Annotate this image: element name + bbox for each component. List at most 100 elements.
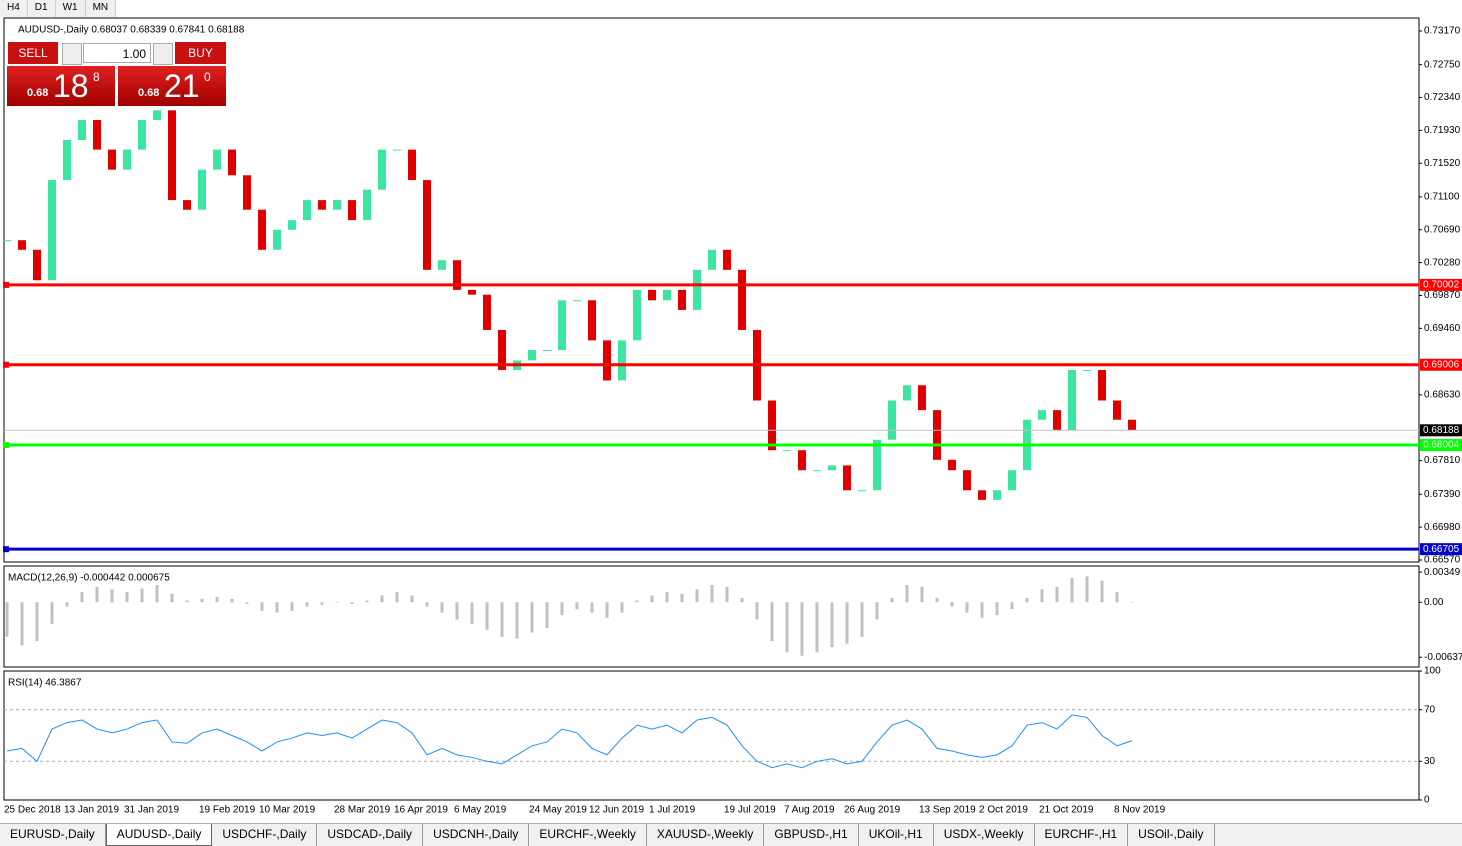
macd-bar xyxy=(770,602,774,642)
candle xyxy=(483,294,491,330)
candle xyxy=(543,349,551,351)
x-tick-label: 1 Jul 2019 xyxy=(649,805,696,816)
candle xyxy=(123,149,131,170)
lot-up[interactable] xyxy=(153,43,173,65)
chart-tab[interactable]: EURCHF-,Weekly xyxy=(529,824,647,846)
candle xyxy=(18,240,26,250)
macd-bar xyxy=(1100,580,1104,603)
candle xyxy=(438,260,446,270)
macd-bar xyxy=(545,602,549,629)
timeframe-button[interactable]: MN xyxy=(86,0,117,17)
chart-tab[interactable]: EURCHF-,H1 xyxy=(1035,824,1129,846)
y-tick-label: 0.69460 xyxy=(1424,323,1461,334)
level-label: 0.70002 xyxy=(1423,280,1460,291)
x-tick-label: 19 Jul 2019 xyxy=(724,805,776,816)
chart-tab[interactable]: USDCAD-,Daily xyxy=(317,824,424,846)
macd-bar xyxy=(980,602,984,618)
level-handle xyxy=(3,361,9,368)
macd-bar xyxy=(575,602,579,610)
macd-bar xyxy=(440,602,444,613)
level-handle xyxy=(3,546,9,553)
chart-tab[interactable]: AUDUSD-,Daily xyxy=(105,824,213,846)
candle xyxy=(768,400,776,451)
candle xyxy=(93,119,101,150)
macd-bar xyxy=(110,589,114,603)
y-tick-label: 0.72340 xyxy=(1424,92,1461,103)
candle xyxy=(228,149,236,176)
level-box xyxy=(1420,439,1462,452)
macd-bar xyxy=(1055,586,1059,603)
chart-tab[interactable]: GBPUSD-,H1 xyxy=(764,824,859,846)
candle xyxy=(78,119,86,140)
macd-bar xyxy=(605,602,609,618)
candle xyxy=(498,329,506,371)
panel-frame xyxy=(3,17,1420,563)
x-tick-label: 13 Jan 2019 xyxy=(64,805,119,816)
candle xyxy=(663,289,671,301)
buy-button[interactable]: BUY xyxy=(175,42,226,64)
macd-bar xyxy=(1070,578,1074,603)
x-tick-label: 19 Feb 2019 xyxy=(199,805,256,816)
macd-bar xyxy=(845,602,849,644)
bid-price[interactable]: 0.68 18 8 xyxy=(7,66,115,106)
timeframe-button[interactable]: H4 xyxy=(0,0,28,17)
panel-title: RSI(14) 46.3867 xyxy=(8,678,82,689)
candle xyxy=(378,149,386,190)
candle xyxy=(918,385,926,411)
macd-bar xyxy=(650,595,654,603)
macd-bar xyxy=(80,591,84,603)
chart-tab[interactable]: EURUSD-,Daily xyxy=(0,824,106,846)
macd-bar xyxy=(335,602,339,603)
lot-input[interactable]: 1.00 xyxy=(83,43,151,63)
ask-price[interactable]: 0.68 21 0 xyxy=(118,66,226,106)
bid-pips: 18 xyxy=(53,68,89,104)
candle xyxy=(1083,370,1091,372)
y-tick-label: 0.72750 xyxy=(1424,59,1461,70)
candle xyxy=(183,200,191,210)
y-tick-label: 0.68630 xyxy=(1424,390,1461,401)
chart-tab[interactable]: XAUUSD-,Weekly xyxy=(647,824,765,846)
candle xyxy=(258,209,266,250)
chart-tab[interactable]: USDCHF-,Daily xyxy=(212,824,318,846)
timeframe-button[interactable]: D1 xyxy=(28,0,56,17)
sell-button[interactable]: SELL xyxy=(8,42,58,64)
chart-tab[interactable]: USDX-,Weekly xyxy=(934,824,1035,846)
level-box xyxy=(1420,278,1462,291)
level-label: 0.68004 xyxy=(1423,440,1460,451)
macd-bar xyxy=(470,602,474,624)
macd-bar xyxy=(710,584,714,603)
chart-tab[interactable]: USDCNH-,Daily xyxy=(423,824,530,846)
level-label: 0.66705 xyxy=(1423,544,1460,555)
candle xyxy=(813,470,821,472)
timeframe-bar: H4 D1 W1 MN xyxy=(0,0,117,17)
candle xyxy=(1008,470,1016,491)
candle xyxy=(33,249,41,281)
lot-down[interactable] xyxy=(62,43,82,65)
trade-panel: SELL 1.00 BUY 0.68 18 8 0.68 21 0 xyxy=(7,42,227,106)
candle xyxy=(693,269,701,310)
y-tick-label: -0.00637 xyxy=(1424,652,1462,663)
x-tick-label: 12 Jun 2019 xyxy=(589,805,644,816)
candle xyxy=(888,400,896,440)
last-price-box xyxy=(1420,424,1462,437)
candle xyxy=(723,249,731,270)
chart-tab[interactable]: UKOil-,H1 xyxy=(859,824,934,846)
macd-bar xyxy=(1010,602,1014,610)
y-tick-label: 100 xyxy=(1424,666,1441,677)
macd-bar xyxy=(275,602,279,613)
y-tick-label: 0.67390 xyxy=(1424,489,1461,500)
candle xyxy=(858,490,866,492)
candle xyxy=(873,439,881,491)
macd-bar xyxy=(410,595,414,603)
chart-tab[interactable]: USOil-,Daily xyxy=(1128,824,1215,846)
timeframe-button[interactable]: W1 xyxy=(56,0,86,17)
candle xyxy=(618,340,626,381)
candle xyxy=(1038,410,1046,420)
candle xyxy=(168,110,176,201)
y-tick-label: 0.71520 xyxy=(1424,158,1461,169)
candle xyxy=(333,200,341,210)
candle xyxy=(708,249,716,270)
x-tick-label: 2 Oct 2019 xyxy=(979,805,1028,816)
macd-bar xyxy=(1025,597,1029,603)
